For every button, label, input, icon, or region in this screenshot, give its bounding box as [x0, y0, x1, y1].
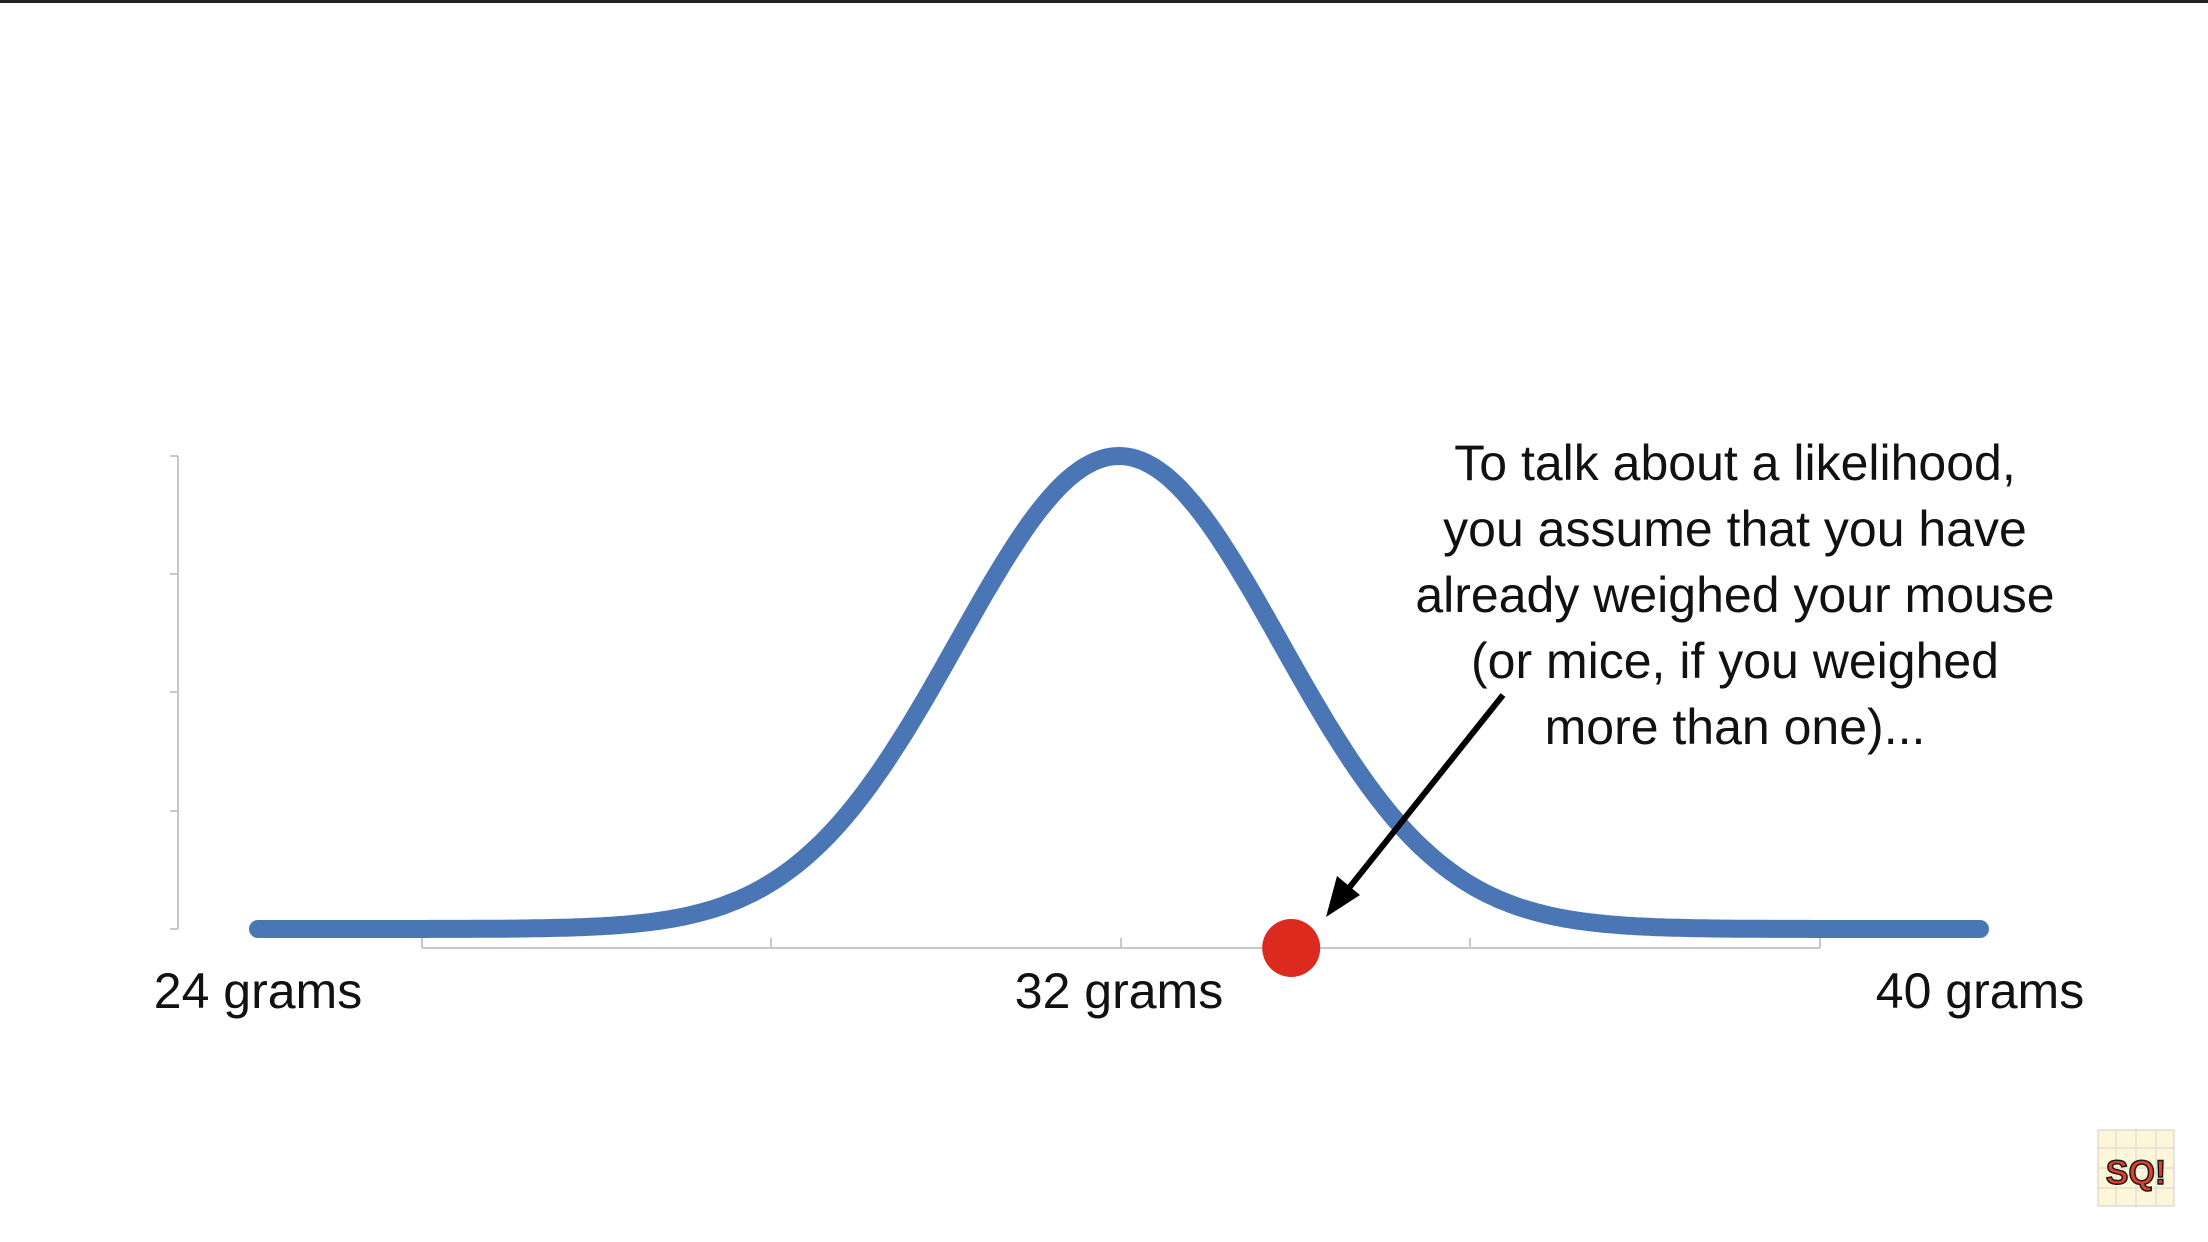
top-border: [0, 0, 2208, 3]
svg-text:SQ!: SQ!: [2106, 1154, 2166, 1192]
annotation-arrowhead: [1326, 876, 1360, 917]
point-layer: [1262, 919, 1321, 977]
normal-curve-line: [249, 447, 1989, 938]
x-tick-label: 24 grams: [153, 963, 363, 1019]
annotation-arrow-line: [1342, 693, 1506, 895]
x-tick-label: 32 grams: [1014, 963, 1224, 1019]
weighed-mouse-point: [1262, 919, 1321, 977]
channel-logo: SQ!: [2097, 1129, 2175, 1207]
annotation-text: To talk about a likelihood, you assume t…: [1415, 435, 2055, 755]
annotation-layer: [1326, 693, 1506, 917]
chart-axes: [170, 455, 1821, 949]
x-tick-label: 40 grams: [1875, 963, 2085, 1019]
curve-layer: [249, 447, 1989, 938]
